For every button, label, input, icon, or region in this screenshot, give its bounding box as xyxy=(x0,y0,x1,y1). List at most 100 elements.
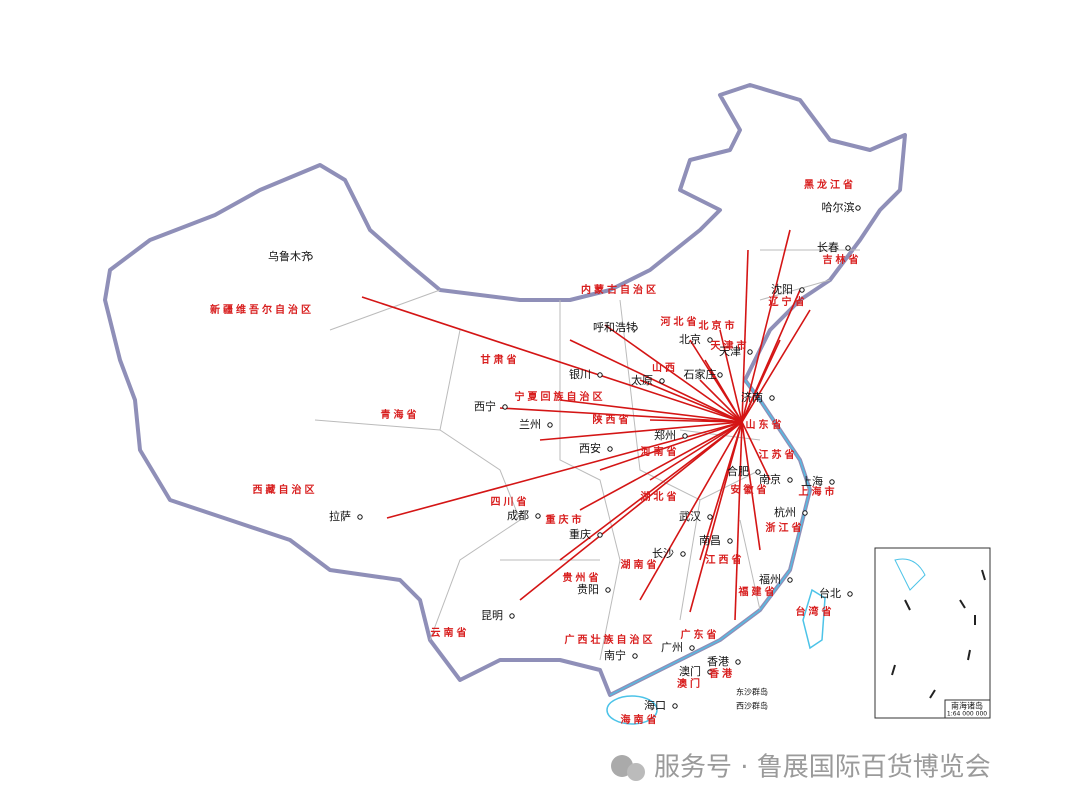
province-label: 北京市 xyxy=(699,319,738,332)
taiwan xyxy=(802,588,826,650)
route-line xyxy=(741,229,791,423)
city-label: 济南 xyxy=(741,390,763,404)
city-dot xyxy=(307,254,313,260)
inset-caption xyxy=(944,699,991,719)
province-label: 山西 xyxy=(652,361,678,374)
route-line xyxy=(734,421,743,621)
city-label: 成都 xyxy=(507,509,529,522)
coastline xyxy=(609,379,811,696)
route-line xyxy=(559,421,743,561)
city-dot xyxy=(659,378,665,384)
province-label: 广东省 xyxy=(681,628,720,641)
route-line xyxy=(559,399,743,423)
inset-coast xyxy=(894,558,926,591)
province-label: 辽宁省 xyxy=(769,295,808,308)
city-label: 乌鲁木齐 xyxy=(268,249,312,263)
province-label: 海南省 xyxy=(621,713,660,726)
border-lines xyxy=(314,249,860,661)
route-line xyxy=(741,339,781,423)
city-dot xyxy=(502,404,508,410)
city-dot xyxy=(632,325,638,331)
city-dot xyxy=(735,659,741,665)
city-label: 天津 xyxy=(719,345,741,358)
city-dot xyxy=(682,433,688,439)
city-dot xyxy=(847,591,853,597)
city-label: 西沙群岛 xyxy=(736,701,768,711)
city-label: 北京 xyxy=(679,332,701,346)
city-label: 兰州 xyxy=(519,418,541,431)
route-line xyxy=(599,421,743,471)
hainan xyxy=(606,695,658,725)
province-label: 重庆市 xyxy=(546,513,585,526)
city-dot xyxy=(680,551,686,557)
city-label: 海口 xyxy=(644,698,666,712)
city-dot xyxy=(597,372,603,378)
province-label: 澳门 xyxy=(677,677,703,690)
city-dot xyxy=(787,577,793,583)
province-label: 河南省 xyxy=(641,445,680,458)
route-line xyxy=(569,339,743,423)
city-dot xyxy=(727,538,733,544)
province-label: 青海省 xyxy=(381,408,420,421)
city-dot xyxy=(787,477,793,483)
city-label: 杭州 xyxy=(774,505,796,519)
route-line xyxy=(741,421,771,481)
route-line xyxy=(741,421,761,551)
city-dot xyxy=(607,446,613,452)
route-line xyxy=(741,309,811,423)
city-label: 合肥 xyxy=(727,464,749,478)
route-line xyxy=(649,419,743,423)
province-label: 贵州省 xyxy=(563,571,602,584)
country-outline xyxy=(103,83,907,697)
province-label: 福建省 xyxy=(738,585,778,598)
city-dot xyxy=(707,514,713,520)
city-label: 南京 xyxy=(759,472,781,486)
city-label: 太原 xyxy=(631,374,653,387)
city-label: 重庆 xyxy=(569,527,591,541)
city-label: 广州 xyxy=(661,641,683,654)
city-label: 西宁 xyxy=(474,399,496,413)
route-line xyxy=(519,421,743,601)
city-dot xyxy=(707,669,713,675)
city-label: 香港 xyxy=(707,655,729,668)
city-dot xyxy=(707,337,713,343)
city-dot xyxy=(855,205,861,211)
wechat-icon xyxy=(627,763,645,781)
province-label: 香港 xyxy=(709,667,735,680)
route-line xyxy=(639,379,743,423)
city-label: 西安 xyxy=(579,441,601,455)
city-dot xyxy=(829,479,835,485)
route-line xyxy=(704,359,743,423)
city-label: 南宁 xyxy=(604,648,626,662)
province-label: 江苏省 xyxy=(759,448,798,461)
city-dot xyxy=(535,513,541,519)
city-dot xyxy=(605,587,611,593)
province-label: 吉林省 xyxy=(823,253,862,266)
province-label: 宁夏回族自治区 xyxy=(515,390,606,403)
city-label: 上海 xyxy=(801,474,823,488)
route-line xyxy=(361,296,743,423)
province-label: 四川省 xyxy=(491,495,530,508)
province-borders xyxy=(314,249,860,661)
city-dot xyxy=(747,349,753,355)
city-dot xyxy=(689,645,695,651)
province-label: 上海市 xyxy=(799,485,838,498)
province-label: 江西省 xyxy=(706,553,745,566)
inset-scale: 1:64 000 000 xyxy=(947,711,987,718)
city-label: 昆明 xyxy=(481,609,503,622)
routes xyxy=(361,229,811,621)
city-dot xyxy=(755,469,761,475)
route-line xyxy=(699,421,743,561)
city-label: 石家庄 xyxy=(684,367,717,381)
province-label: 山东省 xyxy=(746,418,785,431)
province-label: 黑龙江省 xyxy=(804,178,856,191)
province-label: 台湾省 xyxy=(796,605,835,618)
province-label: 湖北省 xyxy=(641,490,680,503)
watermark: 服务号 · 鲁展国际百货博览会 xyxy=(611,753,991,783)
province-label: 甘肃省 xyxy=(481,353,520,366)
city-dot xyxy=(547,422,553,428)
city-label: 武汉 xyxy=(679,510,701,523)
city-label: 呼和浩特 xyxy=(593,320,637,334)
